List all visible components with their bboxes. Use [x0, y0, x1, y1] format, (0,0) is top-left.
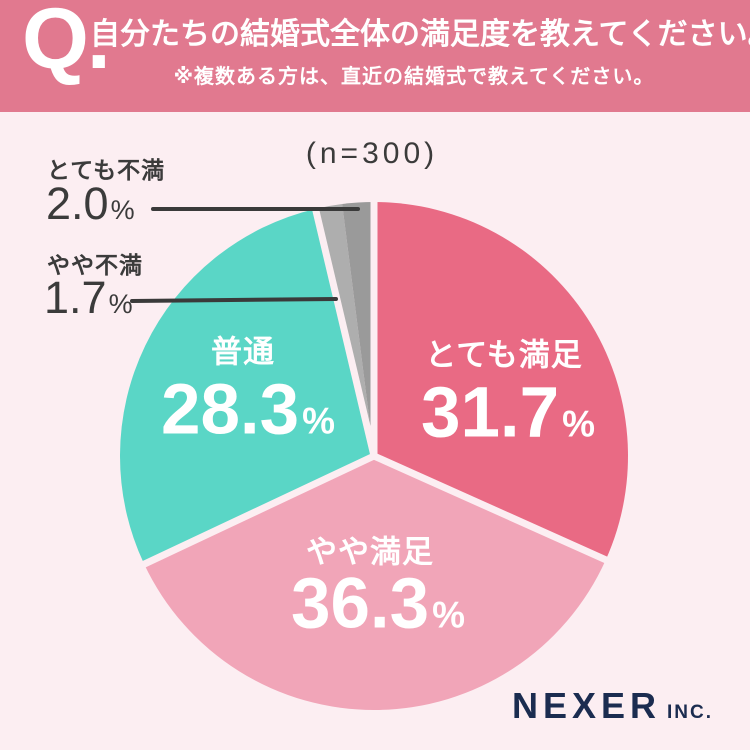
slice-separator [372, 452, 610, 565]
slice-value: 28.3 [160, 370, 300, 450]
slice-value: 1.7 [44, 272, 107, 323]
sample-size-label: (n=300) [305, 137, 439, 170]
question-title: 自分たちの結婚式全体の満足度を教えてください。 [90, 18, 750, 51]
slice-separator [139, 452, 376, 569]
slice-name: やや不満 [47, 252, 143, 278]
slice-name: 普通 [211, 334, 275, 370]
outside-label-totemo-fuman: とても不満 [47, 159, 165, 182]
outside-label-yaya-fuman: やや不満 [47, 254, 143, 277]
leader-line [130, 297, 338, 303]
slice-label-yaya-manzoku: やや満足 [306, 537, 434, 568]
percent-sign: % [562, 403, 596, 445]
question-note: ※複数ある方は、直近の結婚式で教えてください。 [173, 66, 655, 88]
percent-sign: % [108, 289, 133, 319]
pie-slice [374, 202, 628, 560]
slice-value: 2.0 [46, 178, 109, 229]
percent-sign: % [110, 195, 135, 225]
slice-label-futsuu: 普通 [211, 337, 275, 368]
outside-value-yaya-fuman: 1.7% [44, 275, 133, 320]
pie-slice [342, 202, 374, 456]
company-logo: NEXER INC. [512, 688, 713, 724]
question-text-block: 自分たちの結婚式全体の満足度を教えてください。 ※複数ある方は、直近の結婚式で教… [90, 0, 750, 89]
slice-separator [311, 205, 378, 457]
slice-value: 31.7 [420, 373, 560, 453]
q-mark: Q. [22, 0, 111, 87]
percent-sign: % [432, 594, 466, 636]
question-header: Q. 自分たちの結婚式全体の満足度を教えてください。 ※複数ある方は、直近の結婚… [0, 0, 750, 112]
slice-name: とても満足 [425, 337, 583, 373]
slice-separators [139, 199, 610, 569]
slice-label-totemo-manzoku: とても満足 [425, 340, 583, 371]
outside-value-totemo-fuman: 2.0% [46, 181, 135, 226]
pie-slice [144, 456, 606, 711]
slice-value-totemo-manzoku: 31.7% [421, 378, 595, 449]
brand-name: NEXER [512, 685, 662, 726]
slice-name: とても不満 [47, 157, 166, 183]
brand-suffix: INC. [667, 702, 714, 723]
slice-value-yaya-manzoku: 36.3% [291, 569, 465, 640]
leader-lines [130, 207, 360, 303]
slice-value-futsuu: 28.3% [161, 375, 335, 446]
slice-value: 36.3 [290, 564, 430, 644]
percent-sign: % [302, 400, 336, 442]
slice-name: やや満足 [306, 534, 434, 570]
